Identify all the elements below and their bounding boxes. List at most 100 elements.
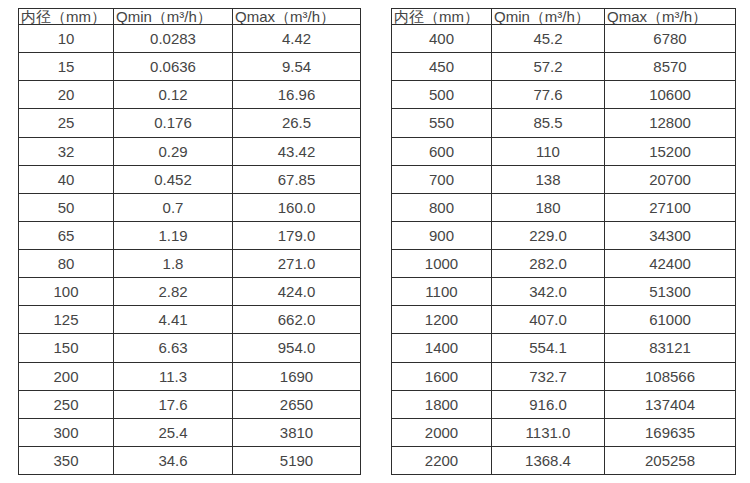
table-cell: 400 <box>392 25 492 53</box>
table-cell: 271.0 <box>233 250 361 278</box>
table-row: 40045.26780 <box>392 25 736 53</box>
table-cell: 954.0 <box>233 334 361 362</box>
table-row: 1506.63954.0 <box>19 334 361 362</box>
table-cell: 1131.0 <box>492 418 605 446</box>
table-row: 100.02834.42 <box>19 25 361 53</box>
table-cell: 0.29 <box>114 137 233 165</box>
table-row: 500.7160.0 <box>19 193 361 221</box>
table-cell: 150 <box>19 334 114 362</box>
table-cell: 2200 <box>392 446 492 474</box>
table-cell: 250 <box>19 390 114 418</box>
table-cell: 282.0 <box>492 250 605 278</box>
table-row: 80018027100 <box>392 193 736 221</box>
table-cell: 83121 <box>605 334 736 362</box>
table-cell: 20700 <box>605 165 736 193</box>
table-row: 内径（mm） Qmin（m³/h） Qmax（m³/h） <box>19 9 361 25</box>
table-cell: 342.0 <box>492 278 605 306</box>
table-cell: 15 <box>19 53 114 81</box>
table-row: 651.19179.0 <box>19 221 361 249</box>
table-cell: 50 <box>19 193 114 221</box>
table-cell: 34300 <box>605 221 736 249</box>
table-cell: 8570 <box>605 53 736 81</box>
table-cell: 27100 <box>605 193 736 221</box>
table-cell: 4.42 <box>233 25 361 53</box>
table-cell: 51300 <box>605 278 736 306</box>
table-cell: 6.63 <box>114 334 233 362</box>
table-cell: 77.6 <box>492 81 605 109</box>
table-cell: 0.0636 <box>114 53 233 81</box>
table-cell: 2650 <box>233 390 361 418</box>
table-cell: 137404 <box>605 390 736 418</box>
table-row: 55085.512800 <box>392 109 736 137</box>
table-cell: 80 <box>19 250 114 278</box>
table-row: 20001131.0169635 <box>392 418 736 446</box>
table-row: 20011.31690 <box>19 362 361 390</box>
table-cell: 350 <box>19 446 114 474</box>
table-cell: 0.7 <box>114 193 233 221</box>
table-cell: 5190 <box>233 446 361 474</box>
table-cell: 26.5 <box>233 109 361 137</box>
table-cell: 42400 <box>605 250 736 278</box>
table-row: 30025.43810 <box>19 418 361 446</box>
table-header-row: 内径（mm） Qmin（m³/h） Qmax（m³/h） <box>19 9 361 25</box>
table-row: 1100342.051300 <box>392 278 736 306</box>
table-cell: 11.3 <box>114 362 233 390</box>
flow-rate-spec-page: 内径（mm） Qmin（m³/h） Qmax（m³/h） 100.02834.4… <box>0 0 750 483</box>
table-row: 70013820700 <box>392 165 736 193</box>
table-cell: 25.4 <box>114 418 233 446</box>
table-cell: 57.2 <box>492 53 605 81</box>
column-header-qmax: Qmax（m³/h） <box>233 9 361 25</box>
table-row: 1000282.042400 <box>392 250 736 278</box>
table-cell: 229.0 <box>492 221 605 249</box>
table-row: 400.45267.85 <box>19 165 361 193</box>
table-cell: 0.0283 <box>114 25 233 53</box>
table-cell: 20 <box>19 81 114 109</box>
column-header-diameter: 内径（mm） <box>392 9 492 25</box>
table-cell: 34.6 <box>114 446 233 474</box>
table-cell: 916.0 <box>492 390 605 418</box>
table-row: 1600732.7108566 <box>392 362 736 390</box>
table-row: 内径（mm） Qmin（m³/h） Qmax（m³/h） <box>392 9 736 25</box>
table-body: 40045.2678045057.2857050077.61060055085.… <box>392 25 736 475</box>
table-cell: 700 <box>392 165 492 193</box>
table-cell: 1.19 <box>114 221 233 249</box>
table-cell: 800 <box>392 193 492 221</box>
table-cell: 600 <box>392 137 492 165</box>
table-cell: 169635 <box>605 418 736 446</box>
table-cell: 2000 <box>392 418 492 446</box>
table-row: 1254.41662.0 <box>19 306 361 334</box>
table-cell: 1000 <box>392 250 492 278</box>
table-cell: 554.1 <box>492 334 605 362</box>
table-header-row: 内径（mm） Qmin（m³/h） Qmax（m³/h） <box>392 9 736 25</box>
table-cell: 100 <box>19 278 114 306</box>
table-cell: 4.41 <box>114 306 233 334</box>
table-row: 200.1216.96 <box>19 81 361 109</box>
table-cell: 40 <box>19 165 114 193</box>
table-cell: 200 <box>19 362 114 390</box>
table-cell: 108566 <box>605 362 736 390</box>
table-cell: 138 <box>492 165 605 193</box>
table-cell: 85.5 <box>492 109 605 137</box>
table-cell: 450 <box>392 53 492 81</box>
table-row: 60011015200 <box>392 137 736 165</box>
table-cell: 10 <box>19 25 114 53</box>
table-cell: 1800 <box>392 390 492 418</box>
table-cell: 424.0 <box>233 278 361 306</box>
table-row: 1002.82424.0 <box>19 278 361 306</box>
table-row: 900229.034300 <box>392 221 736 249</box>
table-cell: 67.85 <box>233 165 361 193</box>
table-cell: 17.6 <box>114 390 233 418</box>
column-header-qmin: Qmin（m³/h） <box>114 9 233 25</box>
table-cell: 662.0 <box>233 306 361 334</box>
table-cell: 110 <box>492 137 605 165</box>
column-header-diameter: 内径（mm） <box>19 9 114 25</box>
table-row: 250.17626.5 <box>19 109 361 137</box>
table-cell: 32 <box>19 137 114 165</box>
table-cell: 179.0 <box>233 221 361 249</box>
table-cell: 300 <box>19 418 114 446</box>
table-cell: 6780 <box>605 25 736 53</box>
table-cell: 3810 <box>233 418 361 446</box>
table-row: 1800916.0137404 <box>392 390 736 418</box>
table-cell: 1.8 <box>114 250 233 278</box>
table-cell: 45.2 <box>492 25 605 53</box>
